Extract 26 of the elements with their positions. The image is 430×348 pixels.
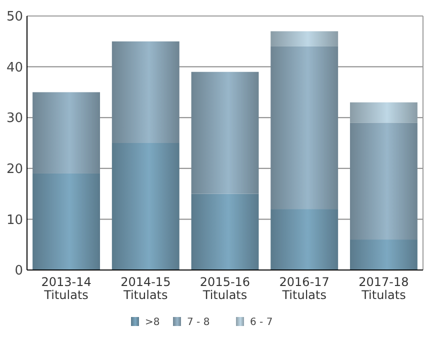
legend-label: 6 - 7 <box>250 317 273 328</box>
bar <box>350 122 418 240</box>
bar <box>191 194 259 270</box>
bar <box>112 41 180 143</box>
y-tick-label: 0 <box>14 264 23 279</box>
bar <box>270 46 338 210</box>
x-tick-label: 2016-17 Titulats <box>279 275 330 302</box>
y-tick-label: 50 <box>6 10 23 25</box>
bar <box>270 209 338 270</box>
legend-label: 7 - 8 <box>187 317 210 328</box>
y-tick-label: 30 <box>6 111 23 126</box>
y-tick-label: 20 <box>6 162 23 177</box>
x-tick-label: 2013-14 Titulats <box>41 275 92 302</box>
bar <box>112 143 180 270</box>
y-tick-label: 40 <box>6 60 23 76</box>
bar <box>270 31 338 46</box>
x-tick-label: 2015-16 Titulats <box>200 275 250 302</box>
legend-label: >8 <box>145 317 160 328</box>
x-tick-label: 2014-15 Titulats <box>120 275 171 302</box>
bar <box>191 72 259 194</box>
bar <box>32 173 100 270</box>
bar <box>32 92 100 174</box>
y-tick-label: 10 <box>6 212 23 228</box>
bar <box>350 102 418 123</box>
x-tick-label: 2017-18 Titulats <box>358 275 409 302</box>
bar <box>350 240 418 270</box>
